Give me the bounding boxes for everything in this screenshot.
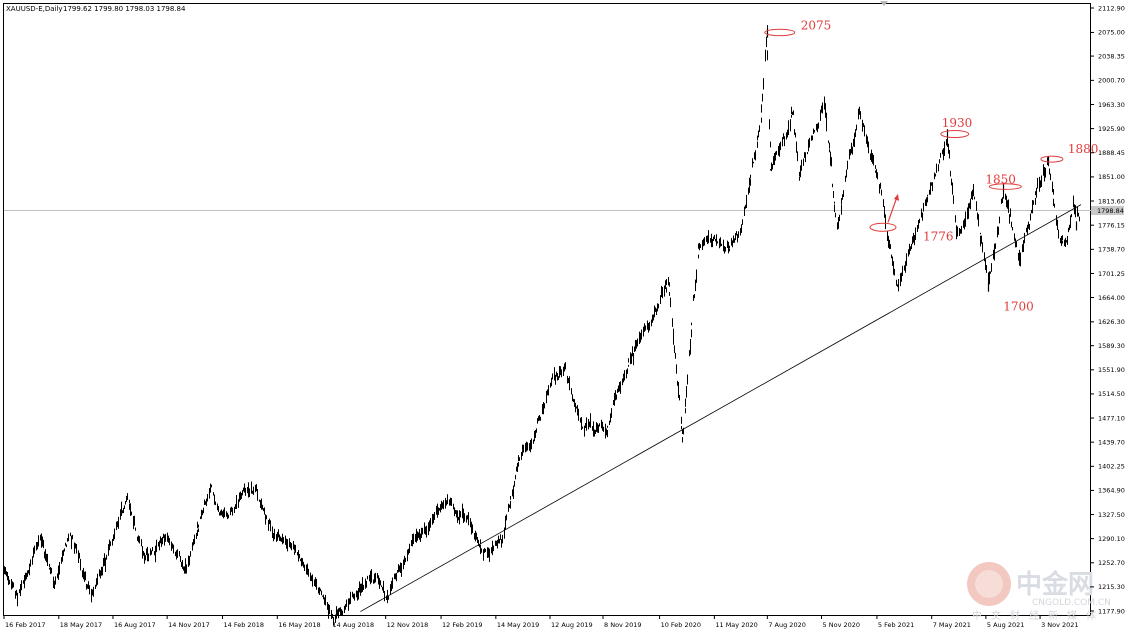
watermark-tagline: 中文财经新媒体 xyxy=(972,609,1105,622)
x-tick-label: 12 Feb 2019 xyxy=(442,621,482,629)
current-price-box xyxy=(1091,206,1124,216)
x-tick-label: 12 Nov 2018 xyxy=(387,621,429,629)
y-tick-label: 1439.70 xyxy=(1098,438,1125,446)
y-tick-label: 1364.90 xyxy=(1098,487,1125,495)
support-1776-ellipse xyxy=(869,222,897,232)
logo-inner-icon xyxy=(975,570,1003,598)
y-axis: 2112.90 2075.00 2038.35 2000.70 1963.30 1925.… xyxy=(1090,4,1125,615)
y-tick-label: 1626.30 xyxy=(1098,318,1125,326)
y-tick-label: 1290.10 xyxy=(1098,535,1125,543)
y-tick-label: 1402.25 xyxy=(1098,463,1125,471)
candles-layer xyxy=(4,25,1080,626)
x-tick-label: 8 Nov 2019 xyxy=(604,621,642,629)
y-tick-label: 1589.30 xyxy=(1098,342,1125,350)
y-tick-label: 1177.90 xyxy=(1098,607,1125,615)
x-tick-label: 7 Aug 2020 xyxy=(768,621,806,629)
y-tick-label: 1215.30 xyxy=(1098,583,1125,591)
x-tick-label: 10 Feb 2020 xyxy=(661,621,701,629)
y-tick-label: 2038.35 xyxy=(1098,52,1125,60)
symbol-label: XAUUSD-E,Daily xyxy=(6,5,63,13)
rebound-arrow xyxy=(887,196,898,223)
x-tick-label: 14 Aug 2018 xyxy=(332,621,374,629)
x-tick-label: 14 Feb 2018 xyxy=(224,621,264,629)
ohlc-quote: 1799.62 1799.80 1798.03 1798.84 xyxy=(63,5,186,13)
peak-1930-ellipse xyxy=(940,130,970,139)
x-tick-label: 5 Aug 2021 xyxy=(987,621,1025,629)
y-tick-label: 1514.50 xyxy=(1098,390,1125,398)
annotation-1930: 1930 xyxy=(942,116,973,130)
y-tick-label: 1813.60 xyxy=(1098,197,1125,205)
x-tick-label: 5 Feb 2021 xyxy=(878,621,914,629)
y-tick-label: 1963.30 xyxy=(1098,101,1125,109)
y-tick-label: 2075.00 xyxy=(1098,29,1125,37)
watermark-brand-en: CNGOLD.COM.CN xyxy=(1032,598,1111,608)
y-tick-label: 1252.70 xyxy=(1098,559,1125,567)
watermark-brand-cn: 中金网 xyxy=(1016,569,1094,600)
peak-2075-ellipse xyxy=(764,28,796,37)
plot-frame xyxy=(3,3,1091,616)
annotation-2075: 2075 xyxy=(801,18,832,32)
y-tick-label: 1925.90 xyxy=(1098,125,1125,133)
y-tick-label: 1776.15 xyxy=(1098,221,1125,229)
watermark: 中金网 CNGOLD.COM.CN 中文财经新媒体 xyxy=(967,562,1111,622)
y-tick-label: 2000.70 xyxy=(1098,77,1125,85)
shift-marker-icon[interactable] xyxy=(880,1,888,6)
annotation-1850: 1850 xyxy=(985,173,1016,187)
x-tick-label: 5 Nov 2020 xyxy=(823,621,861,629)
x-axis: 16 Feb 2017 18 May 2017 16 Aug 2017 14 Nov … xyxy=(3,615,1079,629)
y-tick-label: 1851.00 xyxy=(1098,173,1125,181)
x-tick-label: 14 Nov 2017 xyxy=(168,621,210,629)
annotation-1700: 1700 xyxy=(1003,300,1034,314)
x-tick-label: 14 May 2019 xyxy=(497,621,539,629)
x-tick-label: 11 May 2020 xyxy=(715,621,757,629)
current-price-label: 1798.84 xyxy=(1097,207,1124,215)
x-tick-label: 16 Aug 2017 xyxy=(114,621,156,629)
annotation-1776: 1776 xyxy=(923,229,954,243)
annotation-1880: 1880 xyxy=(1068,142,1099,156)
x-tick-label: 18 May 2017 xyxy=(60,621,102,629)
x-tick-label: 16 Feb 2017 xyxy=(5,621,45,629)
x-tick-label: 3 Nov 2021 xyxy=(1041,621,1079,629)
y-tick-label: 2112.90 xyxy=(1098,4,1125,12)
y-tick-label: 1664.00 xyxy=(1098,294,1125,302)
rebound-arrowhead-icon xyxy=(894,193,899,201)
x-tick-label: 12 Aug 2019 xyxy=(551,621,593,629)
y-tick-label: 1888.45 xyxy=(1098,149,1125,157)
peak-1880-ellipse xyxy=(1040,155,1064,163)
y-tick-label: 1738.70 xyxy=(1098,246,1125,254)
y-tick-label: 1701.25 xyxy=(1098,270,1125,278)
y-tick-label: 1327.50 xyxy=(1098,511,1125,519)
x-tick-label: 16 May 2018 xyxy=(278,621,320,629)
level-1850-ellipse xyxy=(988,183,1022,190)
x-tick-label: 7 May 2021 xyxy=(933,621,971,629)
y-tick-label: 1477.10 xyxy=(1098,414,1125,422)
y-tick-label: 1551.90 xyxy=(1098,366,1125,374)
